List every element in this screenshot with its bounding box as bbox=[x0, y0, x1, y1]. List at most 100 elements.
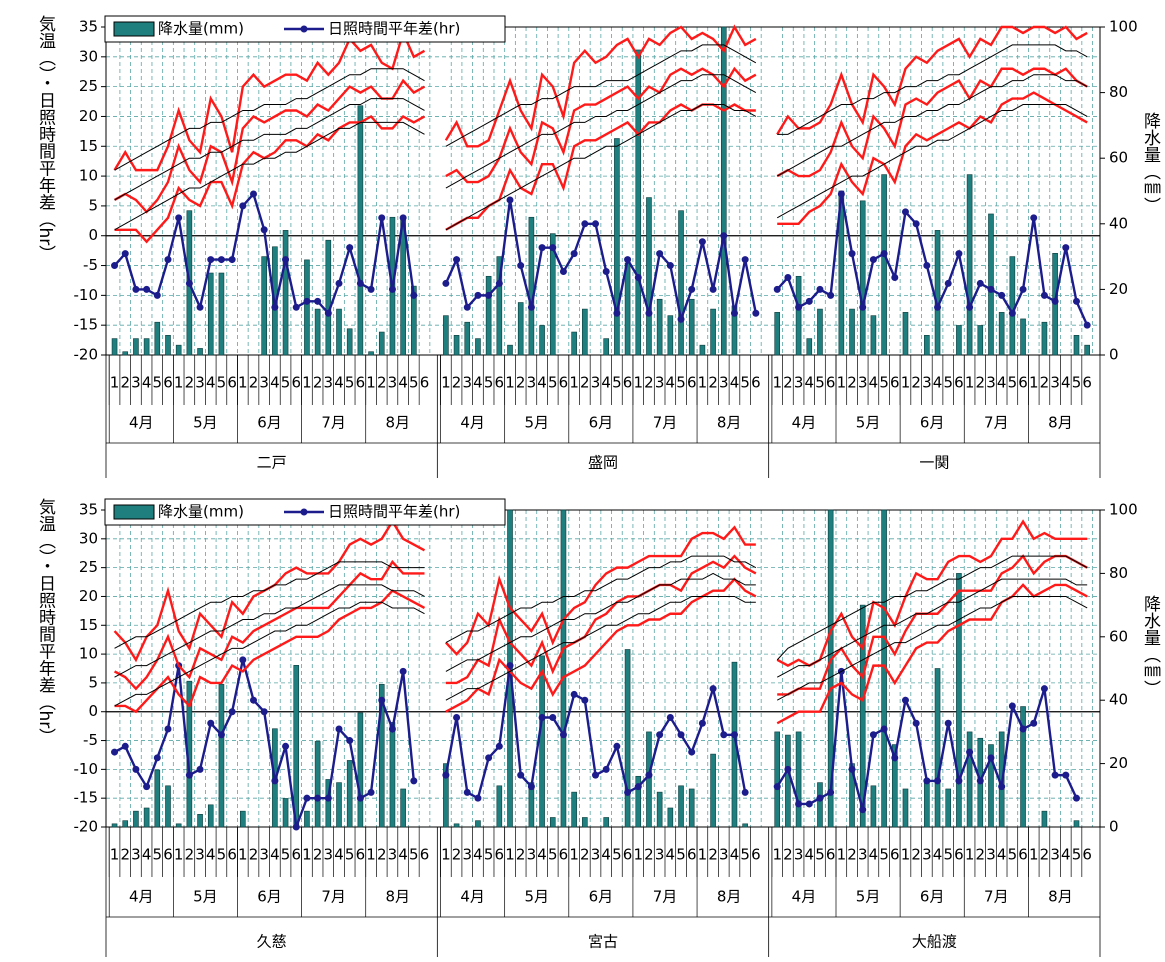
line bbox=[776, 67, 1088, 178]
y2-tick-label: 20 bbox=[1109, 754, 1128, 772]
x-tick-label: 3 bbox=[591, 846, 601, 864]
marker bbox=[955, 777, 963, 785]
bar bbox=[774, 731, 781, 828]
marker bbox=[249, 190, 257, 198]
x-tick-label: 1 bbox=[901, 846, 911, 864]
x-tick-label: 1 bbox=[238, 374, 248, 392]
station-label: 久慈 bbox=[257, 933, 287, 951]
x-tick-label: 4 bbox=[666, 846, 676, 864]
marker bbox=[976, 279, 984, 287]
x-tick-label: 6 bbox=[954, 846, 964, 864]
bar bbox=[528, 216, 535, 356]
line bbox=[776, 104, 1088, 219]
marker bbox=[356, 794, 364, 802]
x-tick-label: 3 bbox=[719, 374, 729, 392]
month-label: 6月 bbox=[257, 414, 282, 432]
x-tick-label: 3 bbox=[591, 374, 601, 392]
marker bbox=[239, 656, 247, 664]
x-tick-label: 1 bbox=[698, 374, 708, 392]
bar bbox=[988, 213, 994, 356]
marker bbox=[987, 285, 995, 293]
bar bbox=[881, 174, 887, 356]
marker bbox=[271, 777, 279, 785]
x-tick-label: 5 bbox=[345, 846, 355, 864]
marker bbox=[592, 771, 600, 779]
x-tick-label: 3 bbox=[195, 846, 205, 864]
marker bbox=[880, 725, 888, 733]
x-tick-label: 3 bbox=[388, 846, 398, 864]
bar bbox=[314, 308, 321, 356]
marker bbox=[1083, 321, 1091, 329]
bar bbox=[443, 763, 449, 828]
marker bbox=[463, 303, 471, 311]
marker bbox=[773, 285, 781, 293]
x-tick-label: 2 bbox=[783, 846, 793, 864]
bar bbox=[357, 105, 364, 356]
x-tick-label: 4 bbox=[473, 374, 483, 392]
month-label: 7月 bbox=[653, 414, 678, 432]
marker bbox=[303, 297, 311, 305]
x-tick-label: 3 bbox=[195, 374, 205, 392]
x-tick-label: 3 bbox=[794, 846, 804, 864]
line bbox=[113, 29, 426, 172]
legend-swatch bbox=[113, 504, 155, 520]
bar bbox=[240, 810, 246, 828]
x-tick-label: 4 bbox=[869, 374, 879, 392]
marker bbox=[559, 731, 567, 739]
month-label: 5月 bbox=[524, 414, 549, 432]
x-tick-label: 5 bbox=[943, 846, 953, 864]
x-tick-label: 1 bbox=[569, 846, 579, 864]
marker bbox=[634, 783, 642, 791]
marker bbox=[741, 256, 749, 264]
line bbox=[445, 74, 757, 189]
x-tick-label: 4 bbox=[601, 374, 611, 392]
x-tick-label: 2 bbox=[1040, 846, 1050, 864]
legend-swatch bbox=[113, 21, 155, 37]
x-tick-label: 5 bbox=[548, 374, 558, 392]
marker bbox=[677, 315, 685, 323]
marker bbox=[709, 685, 717, 693]
marker bbox=[891, 273, 899, 281]
marker bbox=[260, 226, 268, 234]
marker bbox=[827, 291, 835, 299]
marker bbox=[324, 794, 332, 802]
x-tick-label: 6 bbox=[163, 374, 173, 392]
x-tick-label: 4 bbox=[1061, 846, 1071, 864]
x-tick-label: 3 bbox=[259, 374, 269, 392]
bar bbox=[304, 810, 310, 828]
month-label: 6月 bbox=[589, 888, 614, 906]
marker bbox=[185, 771, 193, 779]
month-label: 4月 bbox=[792, 414, 817, 432]
x-tick-label: 1 bbox=[441, 846, 451, 864]
bar bbox=[977, 325, 984, 356]
x-tick-label: 4 bbox=[206, 374, 216, 392]
x-tick-label: 3 bbox=[794, 374, 804, 392]
line bbox=[777, 91, 1088, 225]
y2-axis-label: 降水量（㎜） bbox=[1140, 112, 1161, 214]
marker bbox=[677, 731, 685, 739]
marker bbox=[378, 696, 386, 704]
y2-tick-label: 80 bbox=[1109, 83, 1128, 101]
bar bbox=[1009, 256, 1016, 356]
x-tick-label: 4 bbox=[398, 846, 408, 864]
marker bbox=[1072, 297, 1080, 305]
marker bbox=[934, 777, 942, 785]
marker bbox=[559, 268, 567, 276]
month-label: 4月 bbox=[460, 414, 485, 432]
x-tick-label: 1 bbox=[505, 374, 515, 392]
line bbox=[776, 555, 1088, 661]
x-tick-label: 6 bbox=[227, 374, 237, 392]
x-tick-label: 5 bbox=[1008, 846, 1018, 864]
y-tick-label: 10 bbox=[79, 645, 98, 663]
marker bbox=[645, 309, 653, 317]
bar bbox=[389, 722, 396, 828]
bar bbox=[817, 308, 823, 356]
y-tick-label: 30 bbox=[79, 47, 98, 65]
marker bbox=[859, 806, 867, 814]
month-label: 5月 bbox=[193, 414, 218, 432]
y-tick-label: 25 bbox=[79, 558, 98, 576]
x-tick-label: 1 bbox=[174, 374, 184, 392]
marker bbox=[880, 250, 888, 258]
bar bbox=[165, 785, 171, 828]
